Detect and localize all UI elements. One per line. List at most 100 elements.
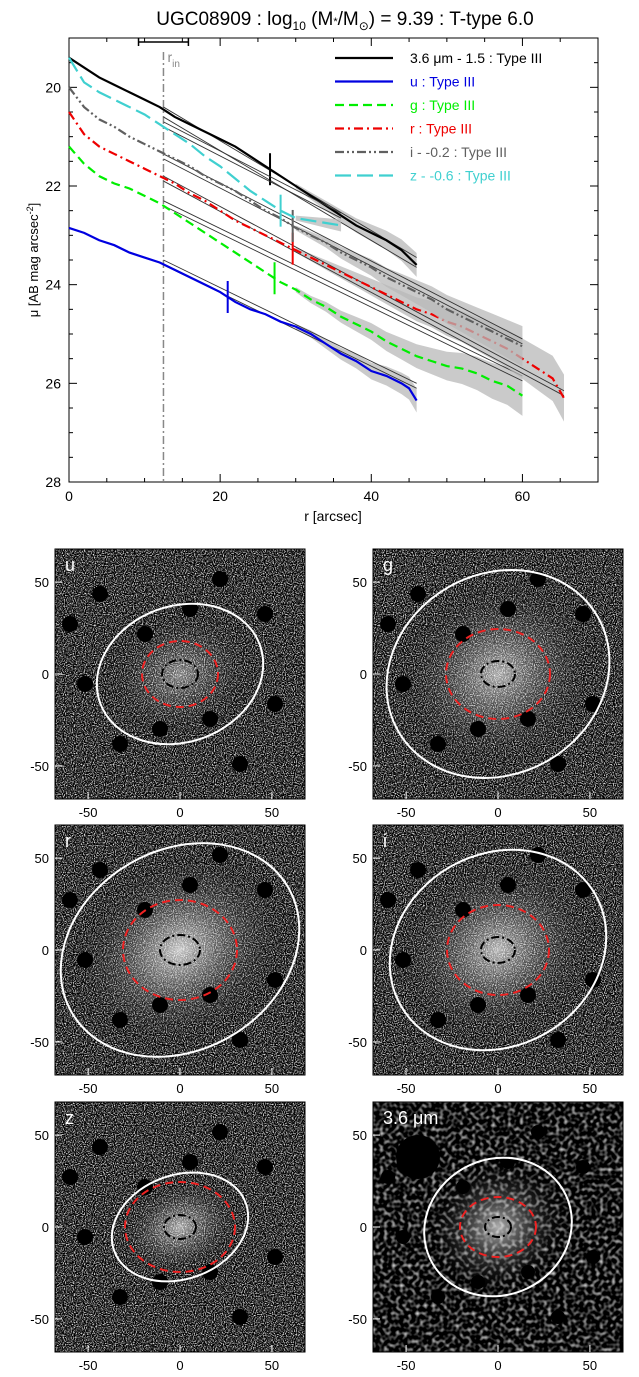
masked-star xyxy=(182,1154,198,1170)
fit-line xyxy=(163,259,417,384)
x-tick-label: -50 xyxy=(79,1081,98,1096)
panel-label: 3.6 μm xyxy=(383,1108,438,1128)
masked-star xyxy=(202,987,218,1003)
profile-line xyxy=(68,145,524,397)
masked-star xyxy=(575,606,591,622)
y-tick-label: 50 xyxy=(35,575,49,590)
masked-star xyxy=(92,862,108,878)
masked-star xyxy=(267,1249,283,1265)
profile-line xyxy=(68,86,523,348)
x-tick-label: 60 xyxy=(515,488,531,504)
masked-star xyxy=(112,1012,128,1028)
series-4 xyxy=(68,86,523,367)
surface-brightness-profile: UGC08909 : log10 (M*/M⊙) = 9.39 : T-type… xyxy=(25,9,599,524)
masked-star xyxy=(267,696,283,712)
uncertainty-band xyxy=(295,225,523,367)
image-panel-u: u -50 0 50 50 0 -50 xyxy=(30,548,306,820)
x-tick-label: 50 xyxy=(265,1358,279,1373)
masked-star xyxy=(531,1125,545,1139)
x-tick-label: -50 xyxy=(397,1081,416,1096)
masked-star xyxy=(410,862,426,878)
outer-ellipse xyxy=(388,848,608,1052)
r-in-marker: rin xyxy=(137,38,190,482)
y-tick-label: 50 xyxy=(353,1128,367,1143)
x-tick-label: 40 xyxy=(363,488,379,504)
outer-ellipse xyxy=(59,842,301,1058)
y-tick-label: 0 xyxy=(360,943,367,958)
y-tick-label: -50 xyxy=(348,759,367,774)
masked-star xyxy=(257,1159,273,1175)
masked-star xyxy=(182,877,198,893)
galaxy-glow xyxy=(392,575,604,773)
series-layer xyxy=(68,56,565,422)
masked-star xyxy=(182,601,198,617)
y-tick-label: 0 xyxy=(360,667,367,682)
outer-ellipse xyxy=(95,602,265,746)
y-tick-label: 20 xyxy=(45,79,61,95)
series-2 xyxy=(68,145,524,416)
y-tick-label: 50 xyxy=(353,575,367,590)
plot-frame xyxy=(68,37,599,483)
masked-star xyxy=(232,1309,248,1325)
fit-line xyxy=(163,205,523,382)
inner-ellipse xyxy=(484,1216,512,1238)
x-tick-label: 0 xyxy=(176,1358,183,1373)
x-tick-label: -50 xyxy=(397,805,416,820)
masked-star xyxy=(455,626,471,642)
masked-star xyxy=(62,892,78,908)
masked-star xyxy=(77,952,93,968)
chart-title: UGC08909 : log10 (M*/M⊙) = 9.39 : T-type… xyxy=(156,9,533,33)
legend-label: i - -0.2 : Type III xyxy=(410,144,507,160)
image-panel-g: g -50 0 50 50 0 -50 xyxy=(348,548,624,820)
masked-star xyxy=(381,1170,395,1184)
fit-line xyxy=(163,126,342,219)
x-tick-label: 0 xyxy=(494,805,501,820)
masked-star xyxy=(550,1032,566,1048)
masked-star xyxy=(396,1230,410,1244)
masked-star xyxy=(520,711,536,727)
profile-line xyxy=(68,226,418,402)
x-tick-label: -50 xyxy=(79,805,98,820)
break-ellipse xyxy=(124,1181,236,1273)
x-tick-label: 0 xyxy=(494,1081,501,1096)
y-tick-label: 0 xyxy=(42,1220,49,1235)
x-tick-label: 50 xyxy=(583,805,597,820)
profile-line xyxy=(68,56,418,266)
masked-star xyxy=(575,882,591,898)
y-tick-label: 0 xyxy=(42,943,49,958)
masked-star xyxy=(470,721,486,737)
y-tick-label: 50 xyxy=(35,1128,49,1143)
r-in-label: rin xyxy=(167,49,179,70)
x-tick-label: 0 xyxy=(176,1081,183,1096)
masked-star xyxy=(257,882,273,898)
series-1 xyxy=(68,226,418,413)
masked-star xyxy=(62,616,78,632)
masked-star xyxy=(576,1160,590,1174)
masked-star xyxy=(202,711,218,727)
inner-ellipse xyxy=(480,936,516,964)
masked-star xyxy=(455,902,471,918)
image-panel-i: i -50 0 50 50 0 -50 xyxy=(348,824,624,1096)
break-ellipse xyxy=(141,640,219,708)
x-tick-label: 50 xyxy=(583,1358,597,1373)
masked-star xyxy=(456,1180,470,1194)
masked-star xyxy=(410,586,426,602)
masked-star xyxy=(257,606,273,622)
masked-star xyxy=(232,1032,248,1048)
masked-star xyxy=(212,847,228,863)
break-ellipse xyxy=(446,904,550,996)
inner-ellipse xyxy=(163,1214,197,1240)
masked-star xyxy=(521,1265,535,1279)
galaxy-glow xyxy=(66,848,294,1052)
x-tick-label: -50 xyxy=(397,1358,416,1373)
legend-label: u : Type III xyxy=(410,74,475,90)
fit-line xyxy=(163,121,342,214)
y-tick-label: 0 xyxy=(42,667,49,682)
masked-star xyxy=(520,987,536,1003)
masked-star xyxy=(551,1310,565,1324)
image-panel-3_6: 3.6 μm -50 0 50 50 0 -50 xyxy=(348,1101,624,1373)
y-tick-label: 50 xyxy=(35,851,49,866)
masked-star xyxy=(431,1290,445,1304)
legend-label: 3.6 μm - 1.5 : Type III xyxy=(410,50,542,66)
